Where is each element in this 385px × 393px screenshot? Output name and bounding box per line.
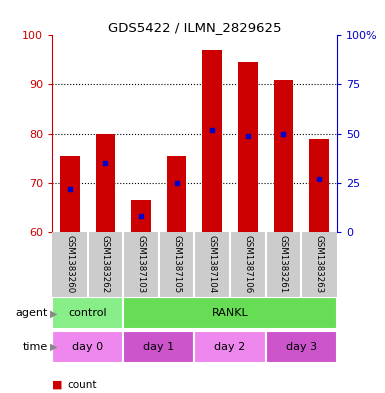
- Bar: [123, 331, 194, 363]
- Text: time: time: [23, 342, 48, 352]
- Bar: [95, 134, 115, 232]
- Text: GSM1383260: GSM1383260: [65, 235, 74, 294]
- Text: day 2: day 2: [214, 342, 246, 352]
- Text: count: count: [67, 380, 97, 390]
- Text: day 3: day 3: [286, 342, 317, 352]
- Text: day 1: day 1: [143, 342, 174, 352]
- Text: RANKL: RANKL: [212, 309, 248, 318]
- Text: ■: ■: [52, 380, 62, 390]
- Bar: [60, 156, 80, 232]
- Text: GSM1387106: GSM1387106: [243, 235, 252, 294]
- Bar: [167, 156, 186, 232]
- Text: GSM1383263: GSM1383263: [315, 235, 323, 294]
- Bar: [52, 331, 123, 363]
- Bar: [123, 298, 337, 329]
- Text: GSM1387105: GSM1387105: [172, 235, 181, 294]
- Text: agent: agent: [16, 309, 48, 318]
- Text: ▶: ▶: [50, 309, 57, 318]
- Bar: [52, 298, 123, 329]
- Bar: [194, 331, 266, 363]
- Text: day 0: day 0: [72, 342, 103, 352]
- Text: GSM1387103: GSM1387103: [137, 235, 146, 294]
- Bar: [309, 138, 329, 232]
- Text: control: control: [68, 309, 107, 318]
- Bar: [131, 200, 151, 232]
- Text: ▶: ▶: [50, 342, 57, 352]
- Bar: [266, 331, 337, 363]
- Bar: [274, 79, 293, 232]
- Text: GSM1383262: GSM1383262: [101, 235, 110, 294]
- Title: GDS5422 / ILMN_2829625: GDS5422 / ILMN_2829625: [108, 21, 281, 34]
- Text: GSM1387104: GSM1387104: [208, 235, 217, 294]
- Bar: [238, 62, 258, 232]
- Text: GSM1383261: GSM1383261: [279, 235, 288, 294]
- Bar: [203, 50, 222, 232]
